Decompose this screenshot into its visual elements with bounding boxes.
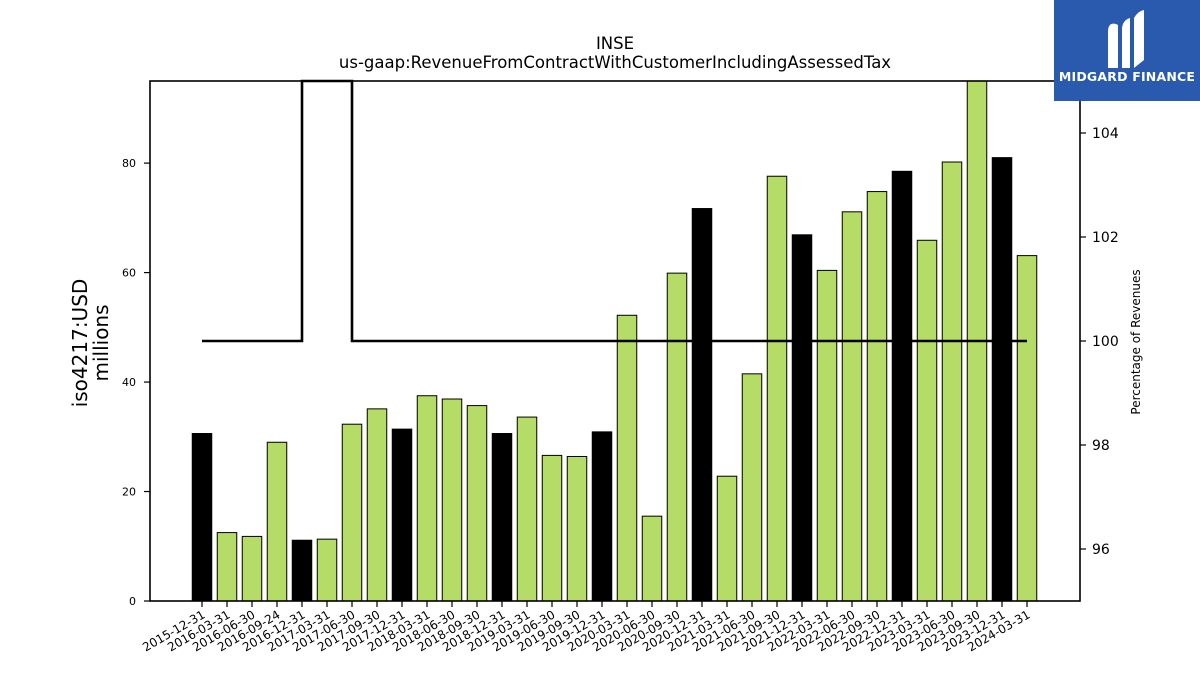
bar-2015-12-31 xyxy=(191,433,213,602)
bar-2019-12-31 xyxy=(591,431,613,602)
bar-2024-03-31 xyxy=(1016,255,1038,602)
y2-tick-label: 96 xyxy=(1092,542,1110,558)
y-tick-label: 40 xyxy=(122,376,136,389)
bar-2019-06-30 xyxy=(541,454,563,602)
bar-2022-09-30 xyxy=(866,191,888,602)
y2-tick-label: 102 xyxy=(1092,230,1119,246)
bar-2023-12-31 xyxy=(991,157,1013,602)
y-axis-label-line2: millions xyxy=(89,304,113,381)
bar-2017-09-30 xyxy=(366,408,388,602)
bar-2018-03-31 xyxy=(416,395,438,602)
bar-2019-03-31 xyxy=(516,416,538,602)
bar-2016-12-31 xyxy=(291,539,313,602)
bar-2016-03-31 xyxy=(216,532,238,602)
bar-2018-09-30 xyxy=(466,405,488,602)
y-tick-label: 0 xyxy=(129,595,136,608)
right-axis-ticks: 96 98 100 102 104 xyxy=(1080,126,1119,558)
bar-2016-09-24 xyxy=(266,441,288,602)
bar-2020-12-31 xyxy=(691,208,713,602)
bar-2022-03-31 xyxy=(816,269,838,602)
y-tick-label: 20 xyxy=(122,486,136,499)
bar-2021-12-31 xyxy=(791,234,813,602)
bar-2022-06-30 xyxy=(841,211,863,602)
bar-2021-09-30 xyxy=(766,175,788,602)
chart-subtitle: us-gaap:RevenueFromContractWithCustomerI… xyxy=(339,53,891,72)
bar-2018-06-30 xyxy=(441,398,463,602)
midgard-finance-logo: MIDGARD FINANCE xyxy=(1054,0,1200,101)
left-axis-ticks: 0 20 40 60 80 xyxy=(122,157,150,608)
logo-text: MIDGARD FINANCE xyxy=(1058,69,1196,84)
bar-2017-06-30 xyxy=(341,423,363,602)
bar-2020-06-30 xyxy=(641,515,663,602)
y2-axis-label: Percentage of Revenues xyxy=(1129,269,1143,414)
bar-2017-12-31 xyxy=(391,428,413,602)
bar-2022-12-31 xyxy=(891,170,913,602)
bar-2020-09-30 xyxy=(666,272,688,602)
y2-tick-label: 100 xyxy=(1092,334,1119,350)
bar-2016-06-30 xyxy=(241,535,263,602)
y-tick-label: 60 xyxy=(122,267,136,280)
bar-2021-06-30 xyxy=(741,373,763,602)
bar-2019-09-30 xyxy=(566,455,588,602)
bar-2021-03-31 xyxy=(716,475,738,602)
bar-2020-03-31 xyxy=(616,314,638,602)
bar-2023-06-30 xyxy=(941,161,963,602)
bar-2017-03-31 xyxy=(316,538,338,602)
y2-tick-label: 104 xyxy=(1092,126,1119,142)
y-axis-label-line1: iso4217:USD xyxy=(68,279,92,408)
chart-title: INSE xyxy=(596,34,634,53)
x-axis-ticks: 2015-12-312016-03-312016-06-302016-09-24… xyxy=(140,601,1033,654)
y2-tick-label: 98 xyxy=(1092,438,1110,454)
logo-mark-icon xyxy=(1108,10,1144,68)
bar-2018-12-31 xyxy=(491,433,513,602)
y-tick-label: 80 xyxy=(122,157,136,170)
bar-2023-03-31 xyxy=(916,239,938,602)
bar-group xyxy=(191,80,1038,602)
